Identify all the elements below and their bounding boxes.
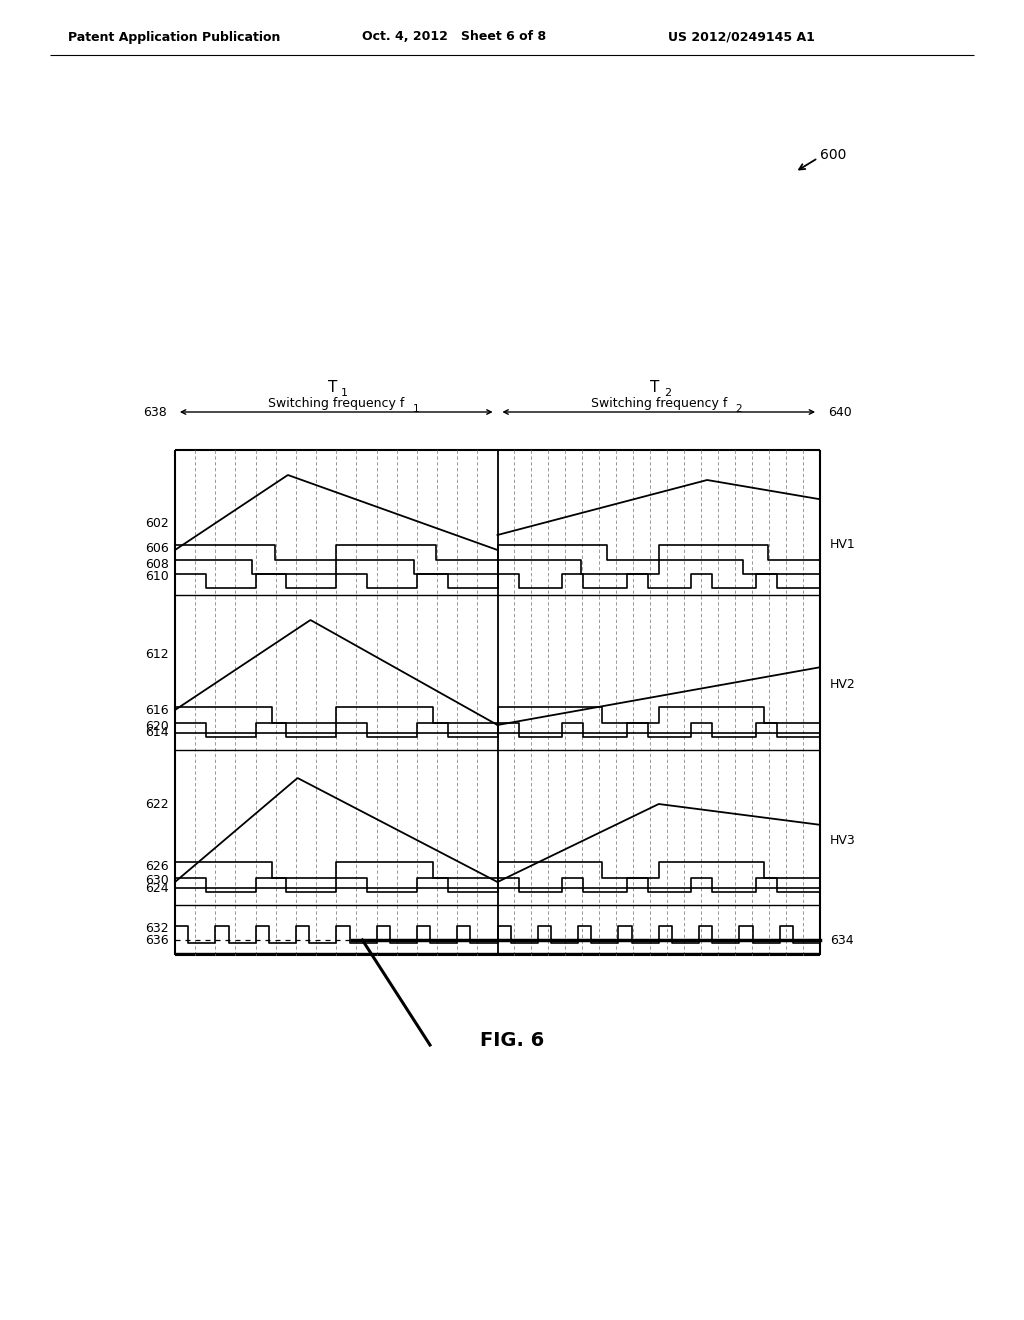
Text: 626: 626 <box>145 859 169 873</box>
Text: 2: 2 <box>736 404 742 414</box>
Text: 608: 608 <box>145 557 169 570</box>
Text: 614: 614 <box>145 726 169 739</box>
Text: 620: 620 <box>145 719 169 733</box>
Text: 610: 610 <box>145 570 169 583</box>
Text: 606: 606 <box>145 543 169 556</box>
Text: HV1: HV1 <box>830 539 856 552</box>
Text: 612: 612 <box>145 648 169 661</box>
Text: 638: 638 <box>143 405 167 418</box>
Text: HV3: HV3 <box>830 833 856 846</box>
Text: 2: 2 <box>664 388 671 399</box>
Text: 1: 1 <box>414 404 420 414</box>
Text: 600: 600 <box>820 148 847 162</box>
Text: Switching frequency f: Switching frequency f <box>591 397 727 411</box>
Text: 630: 630 <box>145 874 169 887</box>
Text: 632: 632 <box>145 923 169 936</box>
Text: 640: 640 <box>828 405 852 418</box>
Text: FIG. 6: FIG. 6 <box>480 1031 544 1049</box>
Text: 616: 616 <box>145 705 169 718</box>
Text: T: T <box>650 380 659 396</box>
Text: 636: 636 <box>145 933 169 946</box>
Text: HV2: HV2 <box>830 678 856 692</box>
Text: 602: 602 <box>145 516 169 529</box>
Text: Switching frequency f: Switching frequency f <box>268 397 404 411</box>
Text: 634: 634 <box>830 933 854 946</box>
Text: T: T <box>328 380 337 396</box>
Text: 624: 624 <box>145 882 169 895</box>
Text: US 2012/0249145 A1: US 2012/0249145 A1 <box>668 30 815 44</box>
Text: 1: 1 <box>341 388 348 399</box>
Text: Oct. 4, 2012   Sheet 6 of 8: Oct. 4, 2012 Sheet 6 of 8 <box>362 30 546 44</box>
Text: Patent Application Publication: Patent Application Publication <box>68 30 281 44</box>
Text: 622: 622 <box>145 799 169 812</box>
